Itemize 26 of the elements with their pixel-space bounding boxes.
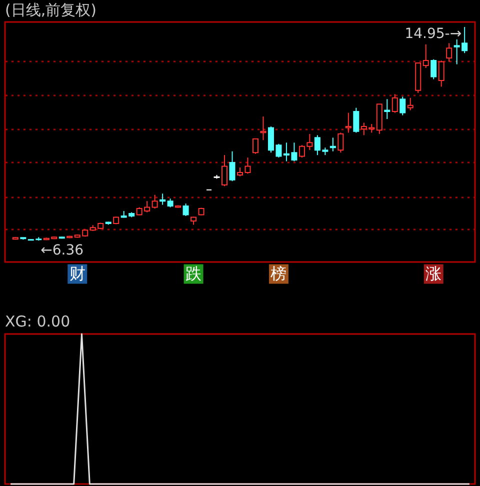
text: 跌: [186, 264, 202, 283]
text: 财: [69, 264, 86, 283]
candlestick: [330, 137, 336, 152]
candlestick: [260, 116, 266, 141]
candlestick: [160, 193, 166, 206]
candlestick: [422, 44, 429, 69]
candlestick: [353, 107, 360, 134]
candlestick: [338, 132, 344, 154]
candlestick: [345, 112, 352, 134]
annotation: 14.95-→: [404, 26, 462, 42]
candlestick: [384, 98, 390, 120]
candlestick: [400, 96, 406, 116]
candlestick: [392, 94, 398, 114]
candlestick: [252, 138, 258, 154]
text: 涨: [426, 264, 442, 283]
candlestick: [182, 203, 189, 216]
chart-title: (日线,前复权): [5, 1, 96, 19]
chart-title: XG: 0.00: [5, 312, 70, 330]
annotation: ←6.36: [40, 242, 84, 259]
candlestick: [407, 97, 414, 111]
candlestick: [152, 194, 158, 210]
candlestick: [430, 58, 437, 80]
candlestick: [446, 42, 452, 62]
text: 榜: [270, 264, 287, 283]
candlestick: [438, 60, 444, 88]
candlestick: [229, 150, 236, 182]
